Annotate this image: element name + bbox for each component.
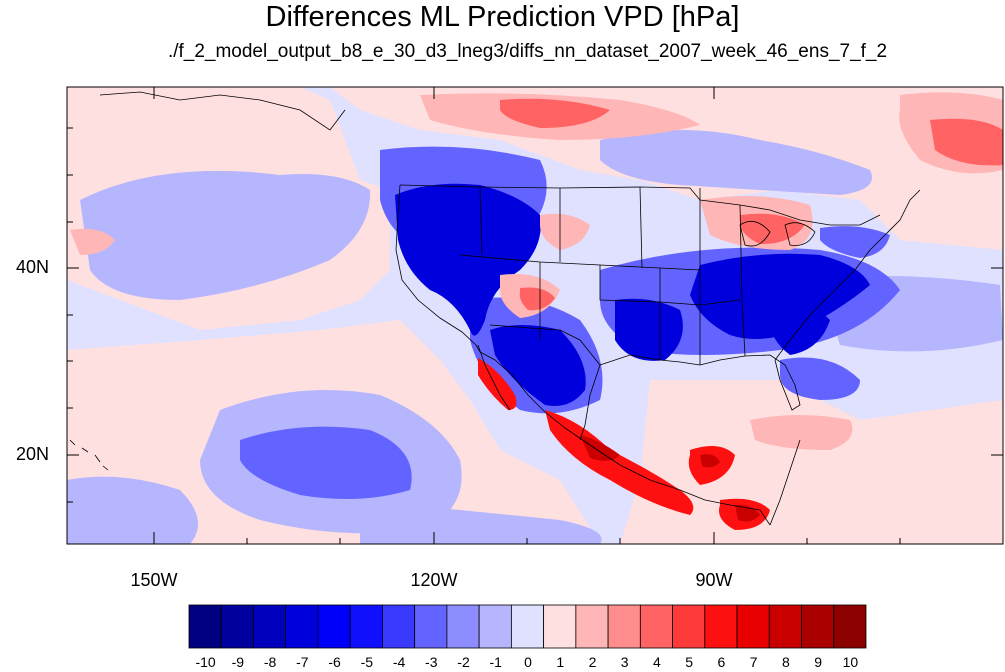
- colorbar-swatch: [704, 604, 738, 649]
- colorbar-swatch: [801, 604, 835, 649]
- lon-label-120w: 120W: [410, 570, 458, 590]
- lat-label-40n: 40N: [16, 257, 50, 277]
- colorbar-swatch: [382, 604, 416, 649]
- axis-ticks: [67, 87, 1003, 544]
- colorbar-tick-label: 3: [620, 654, 629, 670]
- colorbar-swatch: [510, 604, 545, 649]
- colorbar-tick-label: 9: [814, 654, 823, 670]
- plot-title: Differences ML Prediction VPD [hPa]: [265, 1, 740, 33]
- colorbar-swatch: [607, 604, 641, 649]
- colorbar-swatch: [478, 604, 512, 649]
- colorbar-tick-label: 4: [653, 654, 661, 670]
- colorbar-swatch: [253, 604, 287, 649]
- colorbar-tick-label: 1: [556, 654, 565, 670]
- colorbar-swatch: [768, 604, 802, 649]
- colorbar-swatch: [543, 604, 577, 649]
- colorbar-tick-label: 7: [749, 654, 758, 670]
- colorbar: [188, 604, 867, 649]
- colorbar-swatch: [446, 604, 480, 649]
- colorbar-swatch: [672, 604, 706, 649]
- colorbar-tick-label: -5: [360, 654, 374, 670]
- colorbar-tick-label: 6: [717, 654, 726, 670]
- colorbar-swatch: [414, 604, 448, 649]
- colorbar-tick-label: -6: [328, 654, 341, 670]
- colorbar-swatch: [575, 604, 609, 649]
- colorbar-swatch: [833, 604, 867, 649]
- colorbar-tick-label: -2: [457, 654, 470, 670]
- map-field: [67, 87, 1003, 544]
- colorbar-tick-label: -8: [263, 654, 277, 670]
- colorbar-tick-label: 5: [685, 654, 694, 670]
- colorbar-swatch: [639, 604, 673, 649]
- plot-subtitle: ./f_2_model_output_b8_e_30_d3_lneg3/diff…: [167, 41, 888, 62]
- colorbar-swatch: [349, 604, 383, 649]
- colorbar-swatch: [285, 604, 319, 649]
- colorbar-tick-label: -9: [231, 654, 245, 670]
- colorbar-swatch: [317, 604, 351, 649]
- coastlines: [69, 91, 921, 526]
- colorbar-swatch: [736, 604, 770, 649]
- lon-label-90w: 90W: [695, 570, 733, 590]
- colorbar-tick-label: 8: [781, 654, 790, 670]
- lat-label-20n: 20N: [16, 444, 50, 464]
- colorbar-tick-label: 2: [588, 654, 597, 670]
- colorbar-swatch: [188, 604, 222, 649]
- colorbar-tick-label: -3: [425, 654, 438, 670]
- lon-label-150w: 150W: [130, 570, 178, 590]
- colorbar-tick-label: 10: [842, 654, 859, 670]
- colorbar-tick-label: -1: [489, 654, 502, 670]
- colorbar-tick-label: -4: [392, 654, 406, 670]
- colorbar-swatch: [220, 604, 254, 649]
- colorbar-tick-label: -10: [195, 654, 216, 670]
- colorbar-tick-label: 0: [524, 654, 532, 670]
- colorbar-tick-label: -7: [296, 654, 309, 670]
